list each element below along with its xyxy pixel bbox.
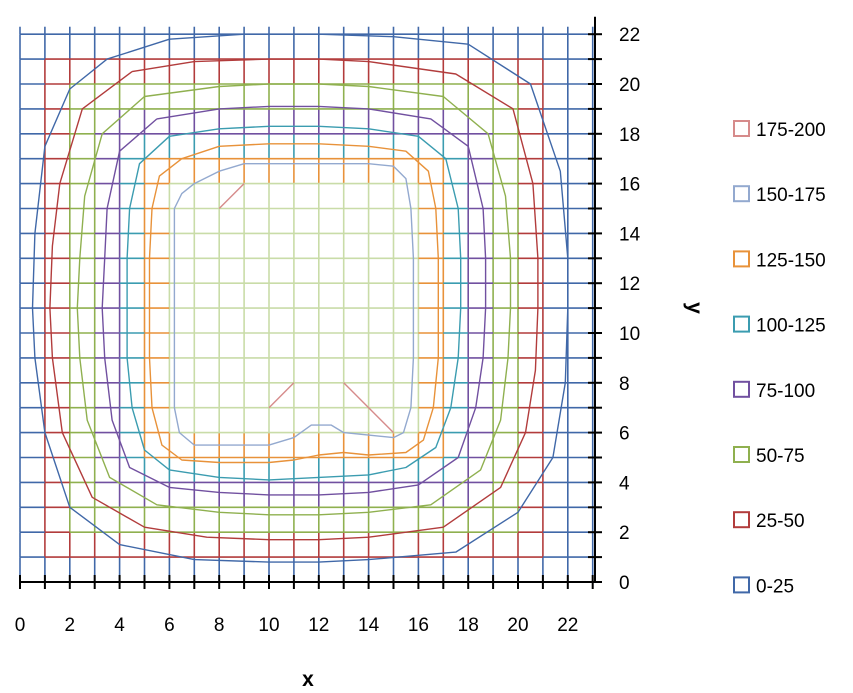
legend-label: 175-200 <box>756 120 826 141</box>
legend-label: 25-50 <box>756 511 805 532</box>
contour-lines <box>31 33 569 563</box>
legend-swatch <box>733 185 750 203</box>
legend-item: 75-100 <box>733 380 815 402</box>
y-tick-label: 12 <box>619 274 640 295</box>
legend-label: 50-75 <box>756 446 805 467</box>
x-axis-title: x <box>302 668 314 691</box>
x-tick-label: 8 <box>214 615 225 636</box>
y-tick-label: 16 <box>619 175 640 196</box>
legend-item: 50-75 <box>733 446 805 467</box>
contour-line-75-100 <box>101 105 487 496</box>
x-tick-label: 4 <box>114 615 125 636</box>
y-tick-label: 2 <box>619 523 630 544</box>
contour-line-25-50 <box>49 58 539 541</box>
contour-line-175-200 <box>268 382 295 409</box>
x-tick-label: 14 <box>358 615 380 636</box>
y-tick-label: 0 <box>619 573 630 594</box>
contour-line-150-175 <box>173 163 415 446</box>
contour-line-125-150 <box>148 143 439 464</box>
x-tick-label: 2 <box>65 615 76 636</box>
axes: 0 2 4 6 8 10 12 14 16 18 20 22 0 2 4 6 8 10 12 14 16 18 20 22 <box>15 16 641 636</box>
legend: 175-200 150-175 125-150 100-125 75-100 50-75 2… <box>733 120 826 597</box>
legend-item: 175-200 <box>733 120 826 141</box>
y-tick-label: 20 <box>619 75 640 96</box>
x-tick-label: 0 <box>15 615 26 636</box>
y-tick-label: 18 <box>619 125 640 146</box>
x-tick-label: 20 <box>507 615 528 636</box>
legend-swatch <box>733 380 750 398</box>
legend-label: 125-150 <box>756 250 826 271</box>
legend-label: 75-100 <box>756 381 815 402</box>
contour-line-175-200 <box>218 183 245 209</box>
x-tick-label: 18 <box>458 615 479 636</box>
legend-item: 125-150 <box>733 250 826 271</box>
legend-label: 150-175 <box>756 185 826 206</box>
y-tick-label: 22 <box>619 25 640 46</box>
contour-line-100-125 <box>126 125 462 481</box>
grid-lines <box>19 26 594 583</box>
legend-item: 0-25 <box>733 576 794 597</box>
legend-label: 0-25 <box>756 576 794 597</box>
y-tick-label: 14 <box>619 224 641 245</box>
contour-line-175-200 <box>343 382 394 434</box>
legend-label: 100-125 <box>756 316 826 337</box>
legend-item: 100-125 <box>733 315 826 337</box>
legend-swatch <box>733 576 750 594</box>
legend-item: 150-175 <box>733 185 826 206</box>
contour-line-0-25 <box>31 33 569 563</box>
contour-line-50-75 <box>76 83 512 516</box>
y-tick-label: 6 <box>619 424 630 445</box>
y-tick-label: 8 <box>619 374 630 395</box>
x-tick-label: 16 <box>408 615 429 636</box>
legend-swatch <box>733 250 750 268</box>
x-tick-label: 12 <box>308 615 329 636</box>
y-tick-label: 10 <box>619 324 640 345</box>
y-tick-label: 4 <box>619 473 630 494</box>
x-tick-label: 10 <box>258 615 279 636</box>
x-tick-label: 22 <box>557 615 578 636</box>
x-tick-label: 6 <box>164 615 175 636</box>
legend-swatch <box>733 120 750 137</box>
legend-swatch <box>733 446 750 463</box>
legend-swatch <box>733 511 750 529</box>
y-axis-title: y <box>683 302 706 314</box>
legend-swatch <box>733 315 750 333</box>
legend-item: 25-50 <box>733 511 805 532</box>
